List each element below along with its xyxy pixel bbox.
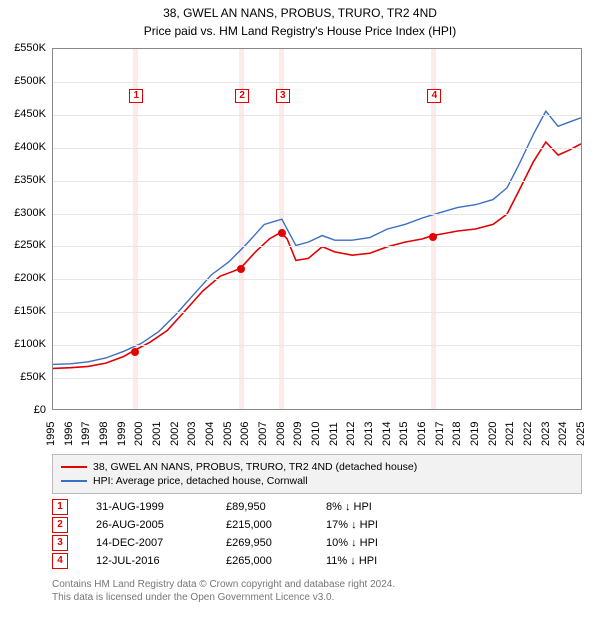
- event-marker-dot: [131, 348, 139, 356]
- x-axis-label: 2004: [204, 422, 216, 446]
- transaction-row: 4 12-JUL-2016£265,00011% ↓ HPI: [52, 552, 446, 570]
- x-axis-label: 2019: [469, 422, 481, 446]
- y-axis-label: £400K: [0, 141, 46, 153]
- x-axis-label: 2000: [133, 422, 145, 446]
- x-axis-label: 1999: [116, 422, 128, 446]
- x-axis-label: 1996: [63, 422, 75, 446]
- x-axis-label: 2005: [222, 422, 234, 446]
- x-axis-label: 2002: [169, 422, 181, 446]
- chart-plot-area: 1 2 3 4: [52, 48, 582, 410]
- transaction-price: £89,950: [226, 501, 326, 513]
- transaction-pct: 11% ↓ HPI: [326, 555, 446, 567]
- gridline: [53, 246, 581, 247]
- transaction-date: 31-AUG-1999: [96, 501, 226, 513]
- x-axis-label: 2014: [381, 422, 393, 446]
- y-axis-label: £50K: [0, 371, 46, 383]
- transaction-table: 131-AUG-1999£89,9508% ↓ HPI226-AUG-2005£…: [52, 498, 446, 570]
- y-axis-label: £350K: [0, 174, 46, 186]
- arrow-down-icon: ↓: [351, 537, 357, 549]
- transaction-date: 14-DEC-2007: [96, 537, 226, 549]
- y-axis-label: £250K: [0, 239, 46, 251]
- gridline: [53, 82, 581, 83]
- gridline: [53, 312, 581, 313]
- y-axis-label: £550K: [0, 42, 46, 54]
- legend-item-hpi: HPI: Average price, detached house, Corn…: [61, 474, 573, 488]
- x-axis-label: 2010: [310, 422, 322, 446]
- event-marker-label: 1: [129, 89, 143, 103]
- transaction-row: 1 31-AUG-1999£89,9508% ↓ HPI: [52, 498, 446, 516]
- arrow-down-icon: ↓: [351, 519, 357, 531]
- event-marker-dot: [429, 233, 437, 241]
- y-axis-label: £0: [0, 404, 46, 416]
- transaction-number: 2: [52, 517, 68, 533]
- gridline: [53, 148, 581, 149]
- x-axis-label: 2001: [151, 422, 163, 446]
- transaction-pct: 10% ↓ HPI: [326, 537, 446, 549]
- event-marker-dot: [237, 265, 245, 273]
- arrow-down-icon: ↓: [350, 555, 356, 567]
- transaction-number: 3: [52, 535, 68, 551]
- transaction-row: 2 26-AUG-2005£215,00017% ↓ HPI: [52, 516, 446, 534]
- x-axis-label: 2020: [487, 422, 499, 446]
- x-axis-label: 2012: [345, 422, 357, 446]
- x-axis-label: 2003: [186, 422, 198, 446]
- y-axis-label: £450K: [0, 108, 46, 120]
- series-line-hpi: [53, 111, 581, 364]
- legend-label-hpi: HPI: Average price, detached house, Corn…: [93, 475, 308, 487]
- y-axis-label: £150K: [0, 305, 46, 317]
- footnote-line-1: Contains HM Land Registry data © Crown c…: [52, 578, 395, 591]
- transaction-pct: 8% ↓ HPI: [326, 501, 446, 513]
- event-marker-label: 2: [235, 89, 249, 103]
- x-axis-label: 2016: [416, 422, 428, 446]
- gridline: [53, 115, 581, 116]
- footnote-line-2: This data is licensed under the Open Gov…: [52, 591, 395, 604]
- transaction-pct: 17% ↓ HPI: [326, 519, 446, 531]
- transaction-number: 1: [52, 499, 68, 515]
- x-axis-label: 2022: [522, 422, 534, 446]
- chart-title-2: Price paid vs. HM Land Registry's House …: [0, 20, 600, 38]
- x-axis-label: 2006: [239, 422, 251, 446]
- x-axis-label: 2018: [451, 422, 463, 446]
- legend-item-prop: 38, GWEL AN NANS, PROBUS, TRURO, TR2 4ND…: [61, 460, 573, 474]
- series-line-prop: [53, 142, 581, 368]
- x-axis-label: 2013: [363, 422, 375, 446]
- x-axis-label: 2008: [275, 422, 287, 446]
- event-marker-label: 4: [427, 89, 441, 103]
- transaction-row: 3 14-DEC-2007£269,95010% ↓ HPI: [52, 534, 446, 552]
- transaction-price: £265,000: [226, 555, 326, 567]
- legend: 38, GWEL AN NANS, PROBUS, TRURO, TR2 4ND…: [52, 454, 582, 494]
- transaction-date: 26-AUG-2005: [96, 519, 226, 531]
- transaction-date: 12-JUL-2016: [96, 555, 226, 567]
- transaction-number: 4: [52, 553, 68, 569]
- x-axis-label: 2021: [504, 422, 516, 446]
- y-axis-label: £500K: [0, 75, 46, 87]
- transaction-price: £269,950: [226, 537, 326, 549]
- x-axis-label: 2024: [557, 422, 569, 446]
- x-axis-label: 2009: [292, 422, 304, 446]
- chart-title-1: 38, GWEL AN NANS, PROBUS, TRURO, TR2 4ND: [0, 0, 600, 20]
- gridline: [53, 181, 581, 182]
- gridline: [53, 279, 581, 280]
- x-axis-label: 2011: [328, 422, 340, 446]
- event-marker-dot: [278, 229, 286, 237]
- y-axis-label: £200K: [0, 272, 46, 284]
- arrow-down-icon: ↓: [345, 501, 351, 513]
- event-marker-label: 3: [276, 89, 290, 103]
- y-axis-label: £300K: [0, 207, 46, 219]
- x-axis-label: 2007: [257, 422, 269, 446]
- legend-label-prop: 38, GWEL AN NANS, PROBUS, TRURO, TR2 4ND…: [93, 461, 417, 473]
- x-axis-label: 2023: [540, 422, 552, 446]
- transaction-price: £215,000: [226, 519, 326, 531]
- gridline: [53, 345, 581, 346]
- x-axis-label: 2017: [434, 422, 446, 446]
- x-axis-label: 1998: [98, 422, 110, 446]
- x-axis-label: 1997: [80, 422, 92, 446]
- x-axis-label: 2025: [575, 422, 587, 446]
- gridline: [53, 378, 581, 379]
- gridline: [53, 214, 581, 215]
- x-axis-label: 1995: [45, 422, 57, 446]
- footnote: Contains HM Land Registry data © Crown c…: [52, 578, 395, 604]
- y-axis-label: £100K: [0, 338, 46, 350]
- x-axis-label: 2015: [398, 422, 410, 446]
